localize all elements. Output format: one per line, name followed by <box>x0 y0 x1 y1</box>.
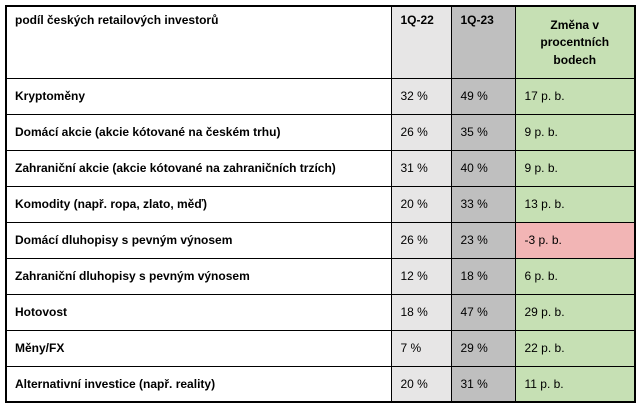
q122-value: 12 % <box>390 257 452 295</box>
table-row: Komodity (např. ropa, zlato, měď) 20 % 3… <box>5 185 636 223</box>
q122-value: 26 % <box>390 113 452 151</box>
q122-value: 20 % <box>390 185 452 223</box>
row-label: Komodity (např. ropa, zlato, měď) <box>5 185 392 223</box>
q122-value: 18 % <box>390 293 452 331</box>
row-label: Alternativní investice (např. reality) <box>5 365 392 403</box>
row-label: Kryptoměny <box>5 77 392 115</box>
header-label: podíl českých retailových investorů <box>5 5 392 79</box>
q123-value: 35 % <box>450 113 516 151</box>
q123-value: 23 % <box>450 221 516 259</box>
header-change: Změna v procentních bodech <box>514 5 636 79</box>
change-value: 9 p. b. <box>514 113 636 151</box>
header-q122: 1Q-22 <box>390 5 452 79</box>
table-row: Zahraniční dluhopisy s pevným výnosem 12… <box>5 257 636 295</box>
header-row: podíl českých retailových investorů 1Q-2… <box>5 5 636 79</box>
q122-value: 32 % <box>390 77 452 115</box>
table-row: Kryptoměny 32 % 49 % 17 p. b. <box>5 77 636 115</box>
q123-value: 31 % <box>450 365 516 403</box>
row-label: Zahraniční dluhopisy s pevným výnosem <box>5 257 392 295</box>
change-value: 13 p. b. <box>514 185 636 223</box>
row-label: Domácí dluhopisy s pevným výnosem <box>5 221 392 259</box>
q122-value: 7 % <box>390 329 452 367</box>
q122-value: 20 % <box>390 365 452 403</box>
change-value: 29 p. b. <box>514 293 636 331</box>
q122-value: 26 % <box>390 221 452 259</box>
header-q123: 1Q-23 <box>450 5 516 79</box>
change-value: 6 p. b. <box>514 257 636 295</box>
q123-value: 33 % <box>450 185 516 223</box>
table-row: Zahraniční akcie (akcie kótované na zahr… <box>5 149 636 187</box>
table-header: podíl českých retailových investorů 1Q-2… <box>5 5 636 79</box>
investors-table: podíl českých retailových investorů 1Q-2… <box>5 5 636 403</box>
change-value: 17 p. b. <box>514 77 636 115</box>
change-value: 22 p. b. <box>514 329 636 367</box>
row-label: Domácí akcie (akcie kótované na českém t… <box>5 113 392 151</box>
table-row: Hotovost 18 % 47 % 29 p. b. <box>5 293 636 331</box>
table-row: Alternativní investice (např. reality) 2… <box>5 365 636 403</box>
table-body: Kryptoměny 32 % 49 % 17 p. b. Domácí akc… <box>5 77 636 403</box>
table-row: Domácí akcie (akcie kótované na českém t… <box>5 113 636 151</box>
row-label: Hotovost <box>5 293 392 331</box>
table-row: Měny/FX 7 % 29 % 22 p. b. <box>5 329 636 367</box>
row-label: Měny/FX <box>5 329 392 367</box>
q123-value: 18 % <box>450 257 516 295</box>
change-value: 11 p. b. <box>514 365 636 403</box>
q123-value: 47 % <box>450 293 516 331</box>
row-label: Zahraniční akcie (akcie kótované na zahr… <box>5 149 392 187</box>
change-value: 9 p. b. <box>514 149 636 187</box>
q122-value: 31 % <box>390 149 452 187</box>
change-value-negative: -3 p. b. <box>514 221 636 259</box>
q123-value: 40 % <box>450 149 516 187</box>
q123-value: 29 % <box>450 329 516 367</box>
table-row: Domácí dluhopisy s pevným výnosem 26 % 2… <box>5 221 636 259</box>
q123-value: 49 % <box>450 77 516 115</box>
